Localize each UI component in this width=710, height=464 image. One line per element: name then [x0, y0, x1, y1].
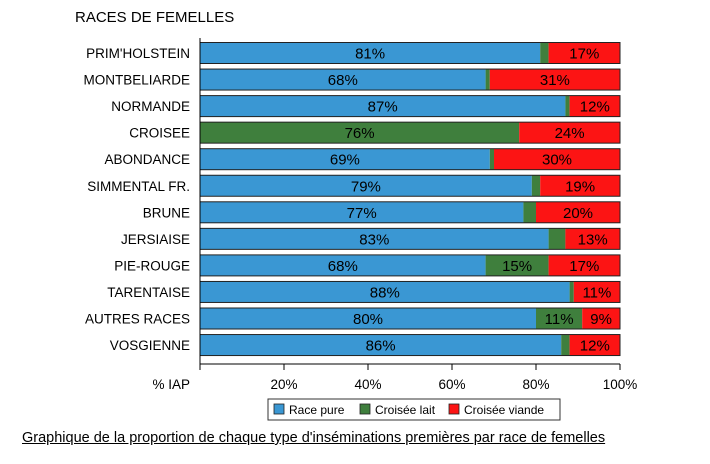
- y-tick-label: CROISEE: [129, 126, 190, 141]
- data-label: 15%: [502, 258, 532, 275]
- data-label: 17%: [569, 258, 599, 275]
- bar-segment: [548, 42, 620, 64]
- data-label: 77%: [347, 205, 377, 222]
- chart-caption-text: Graphique de la proportion de chaque typ…: [22, 430, 606, 446]
- y-tick-label: NORMANDE: [111, 99, 190, 114]
- bar-segment: [519, 122, 620, 144]
- data-label: 68%: [328, 258, 358, 275]
- y-tick-label: TARENTAISE: [107, 285, 190, 300]
- data-label: 11%: [582, 284, 611, 301]
- bar-segment: [200, 69, 486, 91]
- bar-segment: [536, 201, 620, 223]
- legend-label: Croisée lait: [375, 403, 436, 417]
- bar-segment: [200, 281, 570, 303]
- legend-label: Race pure: [289, 403, 345, 417]
- data-label: 86%: [366, 338, 396, 355]
- bar-segment: [200, 175, 532, 197]
- data-label: 68%: [328, 72, 358, 89]
- y-tick-label: BRUNE: [143, 205, 190, 220]
- bar-segment: [540, 175, 620, 197]
- data-label: 12%: [580, 99, 610, 116]
- bar-segment: [569, 281, 574, 303]
- bar-segment: [489, 148, 494, 170]
- bar-segment: [200, 228, 549, 250]
- bar-segment: [200, 148, 490, 170]
- data-label: 31%: [540, 72, 570, 89]
- data-label: 19%: [565, 178, 595, 195]
- x-axis-label: % IAP: [152, 377, 190, 392]
- data-label: 9%: [590, 311, 612, 328]
- bar-segment: [200, 308, 536, 329]
- bar-segment: [200, 254, 486, 276]
- bar-segment: [531, 175, 541, 197]
- bar-segment: [540, 42, 549, 64]
- bar-segment: [200, 334, 562, 356]
- y-tick-label: PIE-ROUGE: [114, 258, 190, 273]
- bar-segment: [536, 308, 583, 329]
- data-label: 20%: [563, 205, 593, 222]
- data-label: 76%: [345, 125, 375, 142]
- y-tick-label: JERSIAISE: [121, 232, 190, 247]
- bar-segment: [200, 201, 524, 223]
- x-tick-label: 80%: [522, 377, 549, 392]
- chart-caption: Graphique de la proportion de chaque typ…: [22, 430, 702, 446]
- x-tick-label: 60%: [438, 377, 465, 392]
- bar-segment: [200, 122, 520, 144]
- bar-segment: [565, 228, 620, 250]
- x-tick-label: 40%: [354, 377, 381, 392]
- x-tick-label: 100%: [603, 377, 638, 392]
- data-label: 80%: [353, 311, 383, 328]
- data-label: 12%: [580, 338, 610, 355]
- bar-segment: [200, 95, 566, 117]
- x-tick-label: 20%: [270, 377, 297, 392]
- y-tick-label: ABONDANCE: [104, 152, 190, 167]
- data-label: 83%: [359, 231, 389, 248]
- y-tick-label: AUTRES RACES: [85, 312, 190, 327]
- bar-segment: [569, 95, 620, 117]
- y-tick-label: MONTBELIARDE: [83, 73, 190, 88]
- bar-segment: [569, 334, 620, 356]
- data-label: 13%: [578, 231, 608, 248]
- bar-segment: [200, 42, 541, 64]
- y-tick-label: VOSGIENNE: [110, 338, 190, 353]
- bar-segment: [582, 308, 620, 329]
- y-tick-label: SIMMENTAL FR.: [87, 179, 190, 194]
- legend-label: Croisée viande: [464, 403, 544, 417]
- bar-segment: [565, 95, 570, 117]
- data-label: 69%: [330, 152, 360, 169]
- data-label: 87%: [368, 99, 398, 116]
- legend-swatch: [273, 403, 285, 415]
- bar-segment: [548, 228, 566, 250]
- data-label: 24%: [555, 125, 585, 142]
- data-label: 11%: [545, 311, 574, 328]
- y-tick-label: PRIM'HOLSTEIN: [86, 46, 190, 61]
- legend-swatch: [359, 403, 371, 415]
- legend-swatch: [448, 403, 460, 415]
- bar-segment: [494, 148, 620, 170]
- data-label: 81%: [355, 46, 385, 63]
- bar-segment: [548, 254, 620, 276]
- data-label: 30%: [542, 152, 572, 169]
- data-label: 88%: [370, 284, 400, 301]
- bar-segment: [485, 254, 549, 276]
- bar-segment: [561, 334, 570, 356]
- bar-segment: [523, 201, 536, 223]
- bar-segment: [485, 69, 490, 91]
- bar-segment: [573, 281, 620, 303]
- legend-box: [267, 398, 561, 421]
- chart-title: RACES DE FEMELLES: [75, 9, 234, 26]
- data-label: 79%: [351, 178, 381, 195]
- bar-segment: [489, 69, 620, 91]
- data-label: 17%: [569, 46, 599, 63]
